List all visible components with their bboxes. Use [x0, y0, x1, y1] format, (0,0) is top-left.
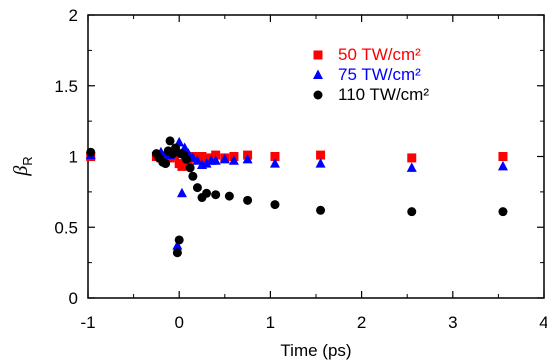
triangle-point: [219, 153, 230, 164]
x-tick-label: 1: [266, 313, 275, 332]
y-tick-label: 2: [69, 6, 78, 25]
axis-ticks: [87, 14, 545, 299]
circle-point: [243, 195, 253, 205]
square-point: [197, 152, 207, 161]
legend-label: 110 TW/cm²: [338, 85, 429, 104]
triangle-point: [242, 153, 253, 164]
y-axis-label-sub: R: [20, 156, 35, 165]
y-tick-label: 0: [69, 289, 78, 308]
triangle-point: [315, 158, 326, 168]
tick-labels: -1 0 1 2 3 400.511.52: [54, 6, 547, 332]
triangle-point: [201, 158, 212, 168]
x-tick-label: 2: [357, 313, 366, 332]
legend-label: 50 TW/cm²: [338, 45, 421, 64]
circle-point: [192, 183, 202, 193]
circle-point: [316, 205, 326, 215]
y-axis-label: βR: [10, 156, 35, 176]
circle-point: [174, 235, 184, 245]
x-tick-label: 3: [448, 313, 457, 332]
circle-point: [181, 154, 191, 164]
triangle-point: [269, 158, 280, 168]
triangle-point: [210, 155, 221, 165]
y-axis-label-main: β: [10, 166, 32, 177]
triangle-point: [228, 155, 239, 165]
x-tick-label: -1: [80, 313, 95, 332]
triangle-point: [192, 155, 203, 165]
circle-point: [211, 190, 221, 200]
circle-point: [161, 159, 171, 169]
legend-square-icon: [313, 50, 323, 60]
circle-point: [171, 143, 181, 153]
y-tick-label: 0.5: [54, 218, 78, 237]
triangle-point: [406, 162, 417, 172]
circle-point: [185, 163, 195, 173]
legend-circle-icon: [313, 90, 323, 100]
square-point: [270, 152, 280, 161]
circle-point: [188, 171, 198, 181]
data-points: [85, 136, 508, 258]
triangle-point: [176, 187, 187, 198]
square-point: [316, 150, 326, 160]
x-tick-label: 4: [539, 313, 547, 332]
y-tick-label: 1.5: [54, 77, 78, 96]
square-point: [498, 152, 508, 161]
y-tick-label: 1: [69, 148, 78, 167]
circle-point: [270, 200, 280, 210]
circle-point: [86, 147, 96, 157]
circle-point: [202, 188, 212, 198]
circle-point: [407, 207, 417, 217]
square-point: [407, 153, 417, 163]
legend-label: 75 TW/cm²: [338, 65, 421, 84]
x-axis-label: Time (ps): [280, 341, 351, 360]
triangle-point: [497, 160, 508, 171]
x-tick-label: 0: [174, 313, 183, 332]
circle-point: [165, 136, 175, 146]
circle-point: [224, 191, 234, 201]
legend-triangle-icon: [313, 69, 323, 79]
triangle-point: [172, 240, 183, 250]
square-point: [211, 150, 221, 160]
circle-point: [172, 248, 182, 258]
circle-point: [498, 207, 508, 217]
